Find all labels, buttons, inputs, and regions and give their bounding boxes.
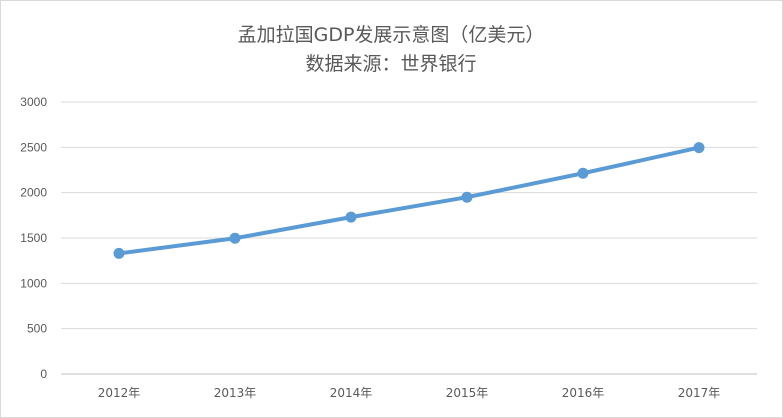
y-tick-label: 1500 <box>20 231 47 245</box>
data-point <box>229 232 241 244</box>
series-layer <box>113 142 705 259</box>
y-tick-label: 500 <box>27 322 47 336</box>
x-tick-label: 2012年 <box>98 386 141 400</box>
y-axis-ticks: 0 500 1000 1500 2000 2500 3000 <box>20 95 47 381</box>
x-tick-label: 2013年 <box>214 386 257 400</box>
chart-subtitle: 数据来源：世界银行 <box>305 53 476 75</box>
series-line <box>117 145 701 256</box>
x-tick-label: 2017年 <box>678 386 721 400</box>
y-tick-label: 2000 <box>20 186 47 200</box>
chart-title: 孟加拉国GDP发展示意图（亿美元） <box>238 24 545 46</box>
data-point <box>461 191 473 203</box>
x-tick-label: 2015年 <box>446 386 489 400</box>
gridlines <box>61 101 757 375</box>
y-tick-label: 0 <box>40 367 47 381</box>
x-tick-label: 2014年 <box>330 386 373 400</box>
data-point <box>113 247 125 259</box>
y-tick-label: 1000 <box>20 276 47 290</box>
x-tick-label: 2016年 <box>562 386 605 400</box>
data-point <box>577 167 589 179</box>
data-point <box>693 142 705 154</box>
x-axis-ticks: 2012年 2013年 2014年 2015年 2016年 2017年 <box>98 386 721 400</box>
y-tick-label: 2500 <box>20 140 47 154</box>
y-tick-label: 3000 <box>20 95 47 109</box>
data-point <box>345 211 357 223</box>
